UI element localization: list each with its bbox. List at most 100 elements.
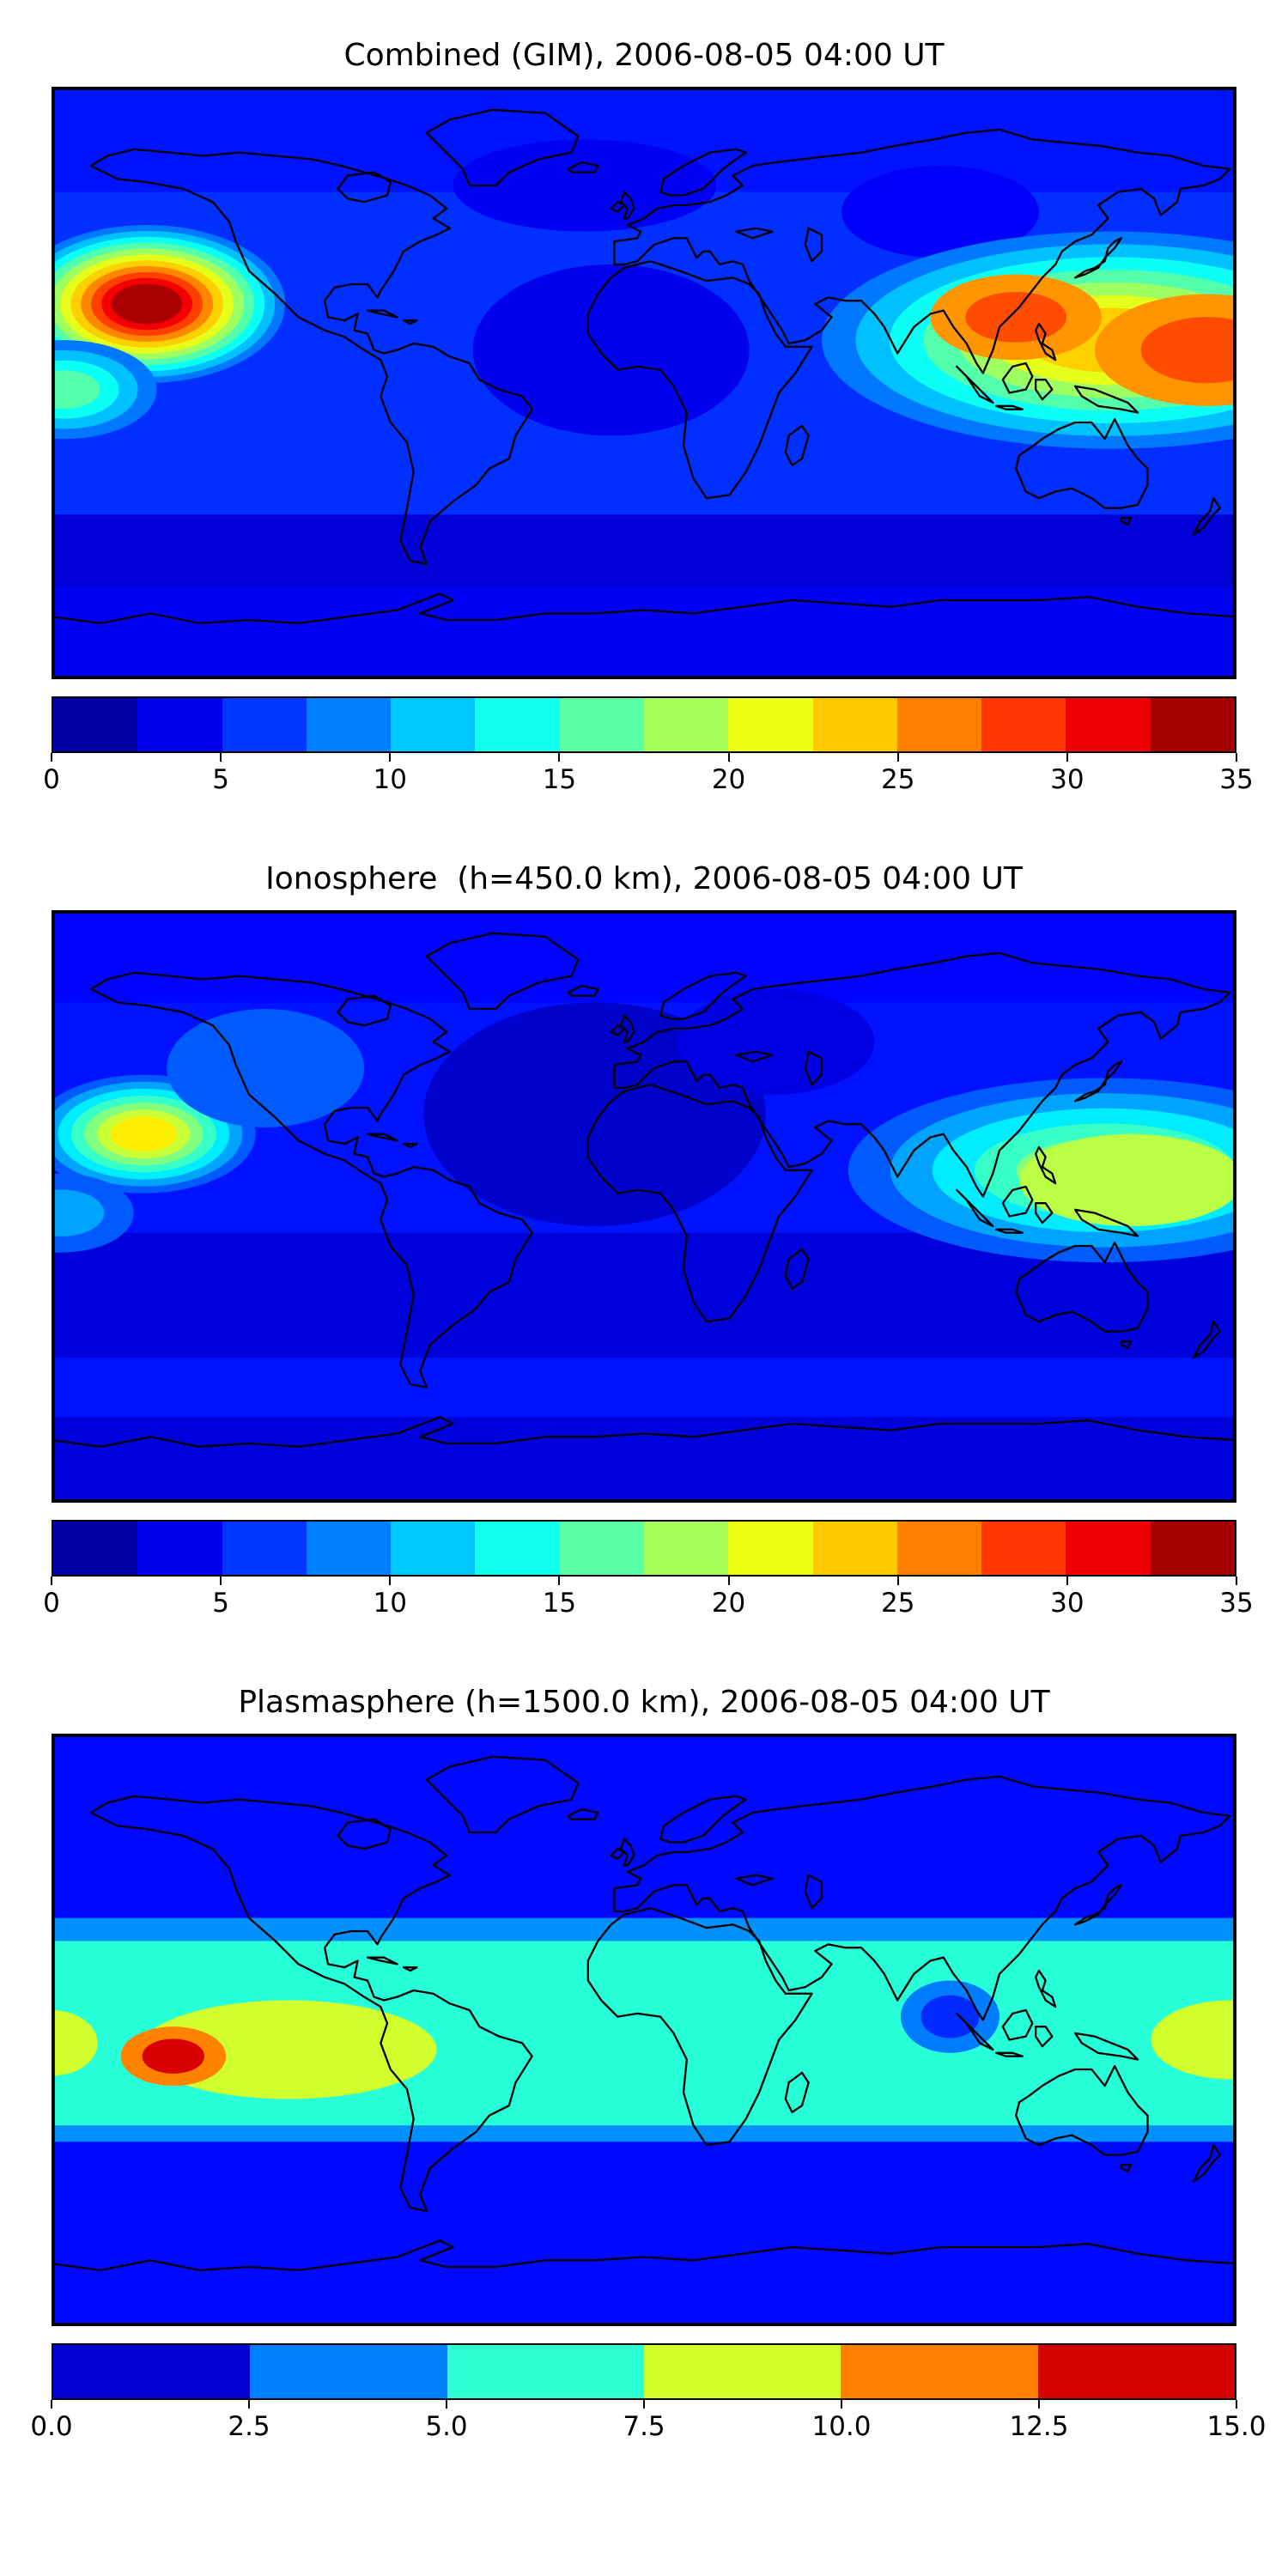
coastlines bbox=[613, 951, 1231, 1198]
colorbar-tick-label: 5 bbox=[212, 1588, 230, 1619]
coastlines bbox=[1074, 1208, 1139, 1237]
coastlines bbox=[995, 404, 1024, 410]
colorbar-tick bbox=[1066, 1577, 1068, 1585]
contour-ring bbox=[142, 2038, 205, 2074]
coastlines bbox=[1074, 1060, 1122, 1103]
coastlines bbox=[1035, 379, 1054, 401]
map-combined-gim bbox=[52, 87, 1236, 679]
coastlines bbox=[1035, 1202, 1054, 1224]
coastlines bbox=[1074, 1884, 1122, 1926]
colorbar-segment bbox=[475, 698, 560, 751]
contour-ring bbox=[677, 989, 875, 1095]
coastlines bbox=[804, 1874, 823, 1910]
colorbar-segment bbox=[475, 1522, 560, 1575]
coastlines bbox=[403, 1966, 418, 1972]
contour-ring bbox=[1019, 1133, 1236, 1226]
coastlines bbox=[659, 148, 747, 197]
panel-plasmasphere: Plasmasphere (h=1500.0 km), 2006-08-05 0… bbox=[0, 1685, 1288, 2445]
colorbar-tick-label: 10.0 bbox=[811, 2411, 872, 2442]
colorbar-axis: 0 5 10 15 20 25 30 35 bbox=[43, 1577, 1254, 1621]
colorbar-tick bbox=[727, 1577, 730, 1585]
colorbar-tick bbox=[643, 2400, 645, 2409]
coastlines bbox=[1120, 1340, 1133, 1349]
coastlines bbox=[1015, 418, 1149, 509]
colorbar-segment bbox=[137, 1522, 222, 1575]
contour-ring bbox=[110, 1116, 178, 1152]
colorbar-tick bbox=[1236, 1577, 1237, 1585]
contour-ring bbox=[52, 1189, 105, 1236]
coastlines bbox=[586, 260, 813, 500]
coastlines bbox=[1001, 361, 1034, 394]
coastlines bbox=[403, 319, 418, 325]
coastlines bbox=[784, 2071, 810, 2113]
panel-title: Ionosphere (h=450.0 km), 2006-08-05 04:0… bbox=[265, 861, 1023, 896]
colorbar-segment bbox=[812, 1522, 897, 1575]
colorbar-axis: 0.0 2.5 5.0 7.5 10.0 12.5 15.0 bbox=[30, 2400, 1267, 2445]
coastlines bbox=[956, 1188, 994, 1228]
colorbar-segment bbox=[250, 2345, 447, 2398]
figure: Combined (GIM), 2006-08-05 04:00 UT 0 5 10… bbox=[0, 38, 1288, 2445]
colorbar-tick bbox=[1236, 753, 1237, 762]
colorbar-tick-label: 12.5 bbox=[1009, 2411, 1069, 2442]
coastlines bbox=[1035, 2026, 1054, 2048]
colorbar-segment bbox=[222, 1522, 307, 1575]
latitude-band bbox=[52, 586, 1236, 679]
coastlines bbox=[337, 1818, 392, 1850]
colorbar-tick bbox=[51, 2400, 52, 2409]
colorbar-segment bbox=[728, 698, 813, 751]
colorbar-segment bbox=[812, 698, 897, 751]
map-frame bbox=[52, 1734, 1236, 2326]
coastlines bbox=[366, 309, 398, 319]
colorbar-segment bbox=[1066, 1522, 1151, 1575]
coastlines bbox=[659, 971, 747, 1020]
map-frame bbox=[52, 910, 1236, 1503]
contour-ring bbox=[52, 2010, 98, 2076]
colorbar-segment bbox=[391, 1522, 476, 1575]
colorbar-segment bbox=[896, 698, 982, 751]
coastlines bbox=[89, 971, 533, 1388]
coastlines bbox=[735, 1050, 774, 1063]
contour-ring bbox=[1140, 317, 1236, 384]
colorbar-segment bbox=[643, 1522, 729, 1575]
coastlines bbox=[784, 1248, 810, 1290]
coastlines bbox=[613, 128, 1231, 374]
coastlines bbox=[620, 1838, 635, 1867]
colorbar-segment bbox=[841, 2345, 1038, 2398]
coastlines bbox=[610, 201, 626, 213]
coastlines bbox=[1074, 385, 1139, 414]
colorbar: 0 5 10 15 20 25 30 35 bbox=[43, 1520, 1254, 1621]
colorbar-tick-label: 5 bbox=[212, 764, 230, 795]
colorbar-tick-label: 0.0 bbox=[30, 2411, 73, 2442]
colorbar-tick bbox=[1236, 2400, 1237, 2409]
coastlines bbox=[586, 1907, 813, 2147]
colorbar-tick bbox=[220, 753, 222, 762]
coastlines bbox=[366, 1133, 398, 1142]
coastlines bbox=[89, 148, 533, 565]
colorbar-tick bbox=[558, 753, 561, 762]
coastlines bbox=[1193, 497, 1221, 536]
coastlines bbox=[1001, 1185, 1034, 1218]
colorbar-tick-label: 15.0 bbox=[1206, 2411, 1267, 2442]
coastlines bbox=[52, 1416, 1236, 1448]
colorbar-tick bbox=[389, 1577, 392, 1585]
colorbar-tick-label: 30 bbox=[1050, 764, 1084, 795]
coastlines bbox=[89, 1795, 533, 2212]
coastlines bbox=[804, 1050, 823, 1086]
coastlines bbox=[956, 365, 994, 404]
latitude-band bbox=[52, 1417, 1236, 1503]
colorbar-segment bbox=[137, 698, 222, 751]
coastlines bbox=[735, 227, 774, 240]
coastlines bbox=[366, 1956, 398, 1965]
colorbar-segment bbox=[1150, 698, 1235, 751]
colorbar-tick-label: 0 bbox=[43, 764, 60, 795]
coastlines bbox=[620, 191, 635, 220]
colorbar-gradient bbox=[52, 696, 1236, 753]
contour-ring bbox=[453, 139, 717, 232]
coastlines bbox=[1074, 237, 1122, 279]
panel-title: Plasmasphere (h=1500.0 km), 2006-08-05 0… bbox=[238, 1685, 1050, 1720]
colorbar-segment bbox=[53, 2345, 251, 2398]
coastlines bbox=[804, 227, 823, 263]
coastlines bbox=[1015, 1242, 1149, 1333]
coastlines bbox=[784, 424, 810, 466]
coastlines bbox=[425, 1755, 580, 1834]
